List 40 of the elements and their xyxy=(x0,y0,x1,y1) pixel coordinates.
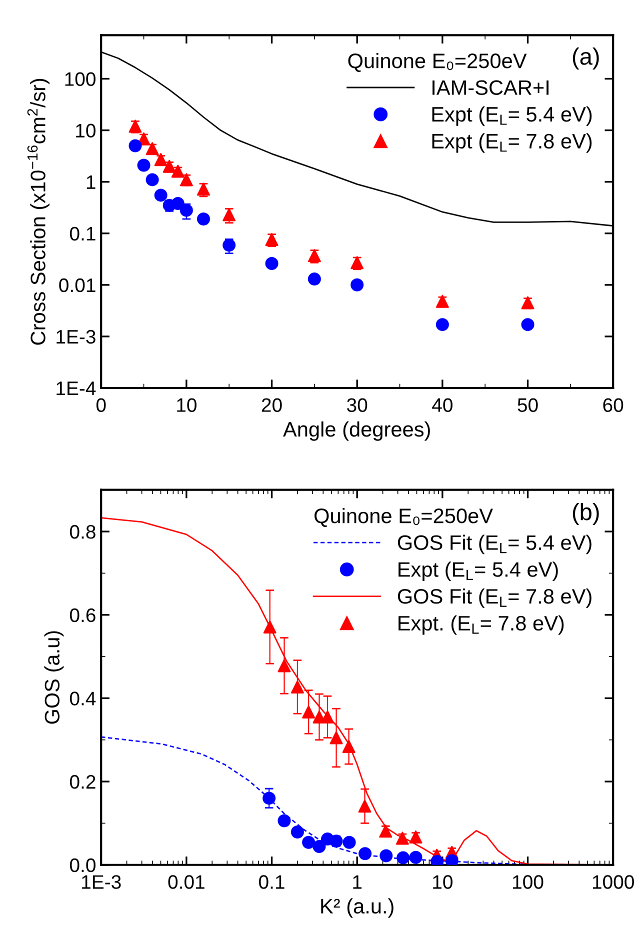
y-axis-title: GOS (a.u) xyxy=(44,631,64,724)
y-tick-label: 0.1 xyxy=(70,226,96,241)
y-tick-label: 0.6 xyxy=(70,608,96,622)
x-tick-label: 100 xyxy=(513,875,544,889)
y-tick-label: 1 xyxy=(86,175,96,189)
y-axis-title: Cross Section (x10$^{−16}$cm$^{2}$/sr) xyxy=(27,78,50,345)
x-tick-label: 1 xyxy=(353,875,362,889)
x-axis-title: K² (a.u.) xyxy=(321,898,394,918)
y-tick-label: 1E-3 xyxy=(56,330,96,344)
legend-title: Quinone E₀=250eV xyxy=(314,508,493,528)
y-tick-label: 1E-4 xyxy=(56,382,96,396)
x-tick-label: 30 xyxy=(347,398,368,412)
legend-label: Expt (E$_{L}$= 7.8 eV) xyxy=(432,133,592,153)
y-tick-label: 0.0 xyxy=(70,858,96,872)
y-tick-label: 0.2 xyxy=(70,775,96,789)
x-tick-label: 50 xyxy=(518,398,538,412)
x-tick-label: 0.1 xyxy=(259,875,284,889)
x-tick-label: 0.01 xyxy=(168,875,204,889)
annotation: (b) xyxy=(572,502,599,525)
legend-label: Expt (E$_{L}$= 5.4 eV) xyxy=(432,106,592,126)
x-tick-label: 0 xyxy=(96,398,106,412)
legend-label: Expt (E$_{L}$= 5.4 eV) xyxy=(398,562,558,581)
x-tick-label: 60 xyxy=(603,398,624,412)
y-tick-label: 10 xyxy=(76,124,96,138)
y-tick-label: 0.4 xyxy=(70,692,96,706)
x-axis-title: Angle (degrees) xyxy=(283,421,430,441)
legend-label: IAM-SCAR+I xyxy=(432,80,549,95)
y-tick-label: 0.8 xyxy=(70,524,96,539)
legend-label: GOS Fit (E$_{L}$= 7.8 eV) xyxy=(398,588,592,608)
x-tick-label: 10 xyxy=(177,398,196,412)
annotation: (a) xyxy=(572,48,599,70)
legend-title: Quinone E₀=250eV xyxy=(348,52,527,72)
x-tick-label: 10 xyxy=(433,875,452,889)
x-tick-label: 40 xyxy=(432,398,452,412)
x-tick-label: 20 xyxy=(262,398,282,412)
legend-label: Expt. (E$_{L}$= 7.8 eV) xyxy=(398,615,564,635)
legend-label: GOS Fit (E$_{L}$= 5.4 eV) xyxy=(398,534,592,554)
x-tick-label: 1000 xyxy=(592,875,634,889)
y-tick-label: 100 xyxy=(65,72,96,86)
y-tick-label: 0.01 xyxy=(59,278,96,292)
